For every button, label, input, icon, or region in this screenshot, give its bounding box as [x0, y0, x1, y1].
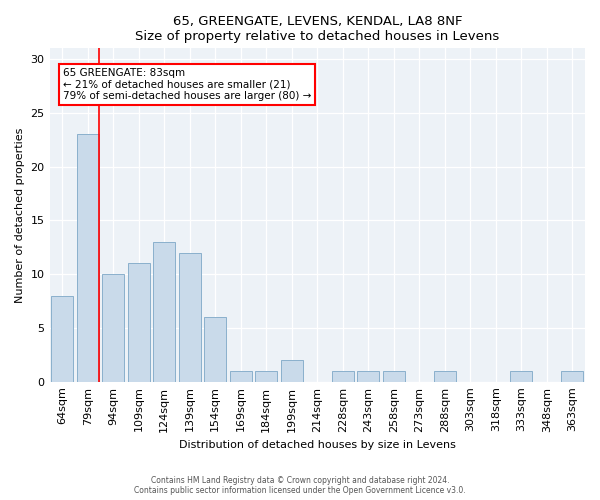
- Bar: [562, 371, 583, 382]
- Bar: [179, 252, 200, 382]
- Bar: [383, 371, 404, 382]
- Bar: [256, 371, 277, 382]
- Bar: [511, 371, 532, 382]
- Title: 65, GREENGATE, LEVENS, KENDAL, LA8 8NF
Size of property relative to detached hou: 65, GREENGATE, LEVENS, KENDAL, LA8 8NF S…: [135, 15, 499, 43]
- Text: 65 GREENGATE: 83sqm
← 21% of detached houses are smaller (21)
79% of semi-detach: 65 GREENGATE: 83sqm ← 21% of detached ho…: [63, 68, 311, 101]
- Bar: [103, 274, 124, 382]
- Bar: [52, 296, 73, 382]
- Bar: [358, 371, 379, 382]
- Text: Contains HM Land Registry data © Crown copyright and database right 2024.
Contai: Contains HM Land Registry data © Crown c…: [134, 476, 466, 495]
- Bar: [332, 371, 353, 382]
- Y-axis label: Number of detached properties: Number of detached properties: [15, 128, 25, 302]
- Bar: [154, 242, 175, 382]
- X-axis label: Distribution of detached houses by size in Levens: Distribution of detached houses by size …: [179, 440, 456, 450]
- Bar: [205, 317, 226, 382]
- Bar: [281, 360, 302, 382]
- Bar: [230, 371, 251, 382]
- Bar: [434, 371, 455, 382]
- Bar: [128, 264, 149, 382]
- Bar: [77, 134, 98, 382]
